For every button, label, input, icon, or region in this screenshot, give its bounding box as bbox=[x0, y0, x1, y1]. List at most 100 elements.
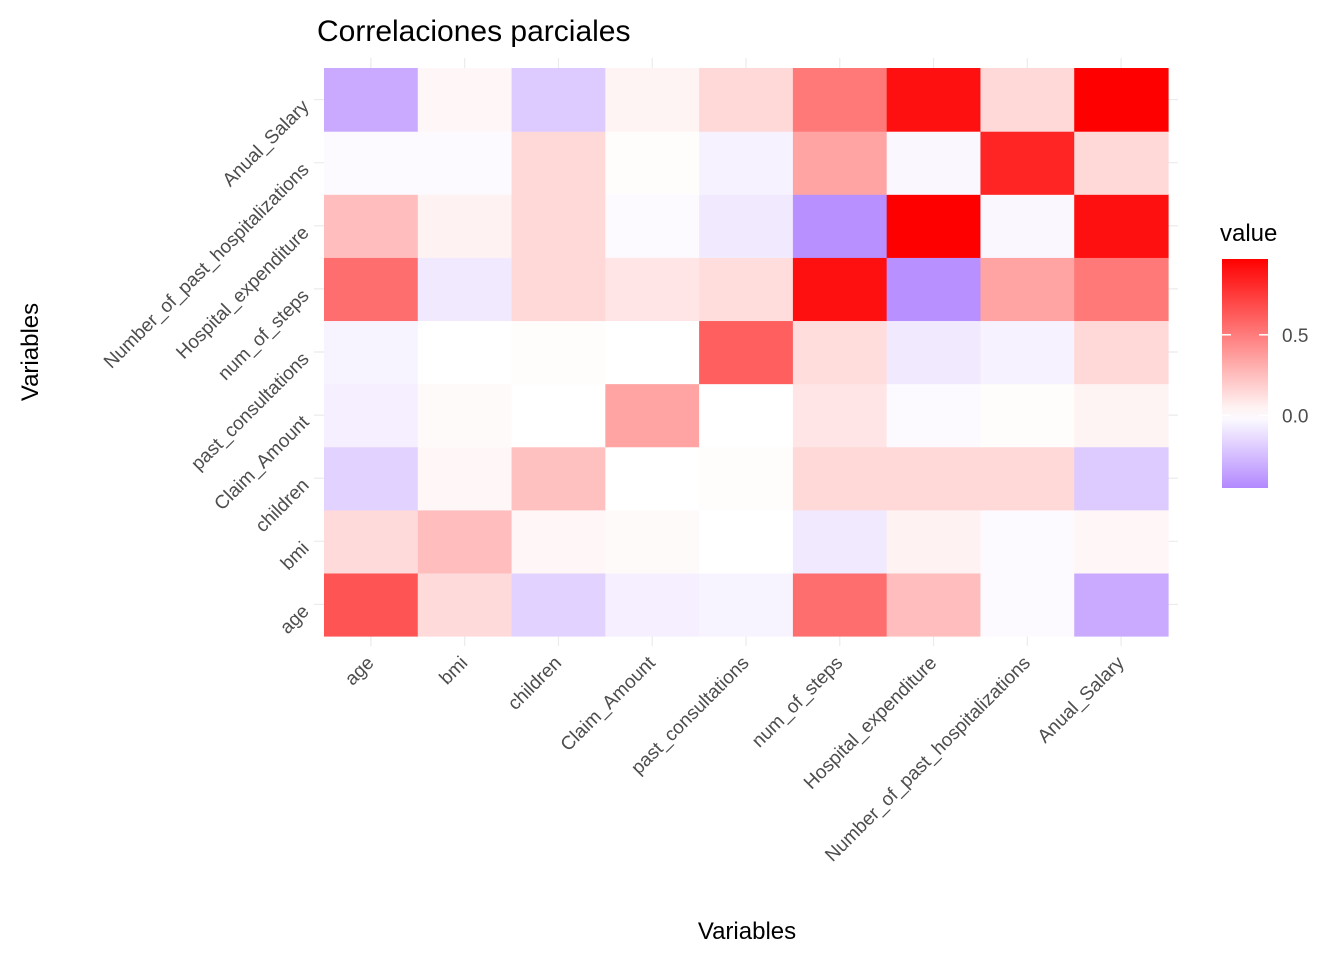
heatmap-cell bbox=[1074, 257, 1169, 322]
heatmap-cell bbox=[792, 131, 888, 195]
heatmap-cell bbox=[886, 320, 982, 385]
heatmap-cell bbox=[605, 194, 700, 258]
heatmap-cell bbox=[980, 131, 1075, 195]
heatmap-cell bbox=[886, 257, 982, 322]
heatmap-cell bbox=[792, 257, 888, 322]
y-tick-label: age bbox=[276, 601, 313, 638]
heatmap-cell bbox=[324, 257, 419, 322]
heatmap-cell bbox=[792, 320, 888, 385]
legend-tick-label: 0.0 bbox=[1282, 406, 1308, 427]
heatmap-cell bbox=[886, 68, 982, 132]
heatmap-cell bbox=[699, 194, 794, 258]
heatmap-cell bbox=[886, 131, 982, 195]
heatmap-cell bbox=[886, 446, 982, 511]
heatmap-cell bbox=[792, 446, 888, 511]
heatmap-cell bbox=[605, 320, 700, 385]
legend-colorbar bbox=[1222, 259, 1268, 488]
heatmap-cell bbox=[699, 257, 794, 322]
heatmap-cell bbox=[1074, 320, 1169, 385]
heatmap-cell bbox=[605, 509, 700, 574]
heatmap-cell bbox=[511, 68, 606, 132]
heatmap-cell bbox=[699, 131, 794, 195]
heatmap-cell bbox=[417, 68, 513, 132]
heatmap-cell bbox=[699, 68, 794, 132]
heatmap-cell bbox=[792, 194, 888, 258]
heatmap-cell bbox=[417, 257, 513, 322]
y-tick-label: past_consultations bbox=[187, 349, 313, 475]
heatmap-cell bbox=[417, 131, 513, 195]
heatmap-cell bbox=[980, 572, 1075, 637]
x-tick-label: Number_of_past_hospitalizations bbox=[821, 653, 1035, 867]
heatmap-cell bbox=[417, 572, 513, 637]
heatmap-cell bbox=[1074, 383, 1169, 448]
heatmap-cell bbox=[1074, 131, 1169, 195]
heatmap-cell bbox=[886, 194, 982, 258]
heatmap-cell bbox=[980, 194, 1075, 258]
heatmap-cell bbox=[699, 446, 794, 511]
x-axis-title: Variables bbox=[698, 918, 796, 945]
x-tick-label: children bbox=[504, 653, 566, 715]
heatmap-cell bbox=[417, 446, 513, 511]
x-tick-label: bmi bbox=[436, 653, 473, 690]
x-tick-label: Claim_Amount bbox=[557, 652, 660, 755]
heatmap-cell bbox=[605, 446, 700, 511]
heatmap-cell bbox=[886, 572, 982, 637]
heatmap-cell bbox=[511, 320, 606, 385]
heatmap-cell bbox=[980, 509, 1075, 574]
legend: value 0.5 0.0 bbox=[1220, 220, 1308, 488]
heatmap-cell bbox=[605, 131, 700, 195]
chart-title: Correlaciones parciales bbox=[317, 15, 630, 48]
heatmap-cell bbox=[699, 383, 794, 448]
heatmap-cell bbox=[699, 509, 794, 574]
heatmap-cell bbox=[699, 572, 794, 637]
heatmap-cell bbox=[980, 68, 1075, 132]
heatmap-cell bbox=[605, 68, 700, 132]
heatmap-cell bbox=[1074, 194, 1169, 258]
legend-tick-label: 0.5 bbox=[1282, 326, 1308, 347]
heatmap-cell bbox=[605, 257, 700, 322]
heatmap-cell bbox=[417, 320, 513, 385]
x-tick-label: num_of_steps bbox=[748, 653, 847, 752]
heatmap-cell bbox=[1074, 446, 1169, 511]
x-tick-label: age bbox=[341, 653, 378, 690]
heatmap-cell bbox=[324, 68, 419, 132]
heatmap-cell bbox=[511, 383, 606, 448]
heatmap-cell bbox=[324, 446, 419, 511]
heatmap-cell bbox=[511, 446, 606, 511]
heatmap-cell bbox=[980, 383, 1075, 448]
heatmap-cell bbox=[1074, 572, 1169, 637]
heatmap-cells bbox=[324, 68, 1169, 637]
y-tick-label: bmi bbox=[277, 538, 314, 575]
y-tick-labels: agebmichildrenClaim_Amountpast_consultat… bbox=[100, 96, 314, 638]
heatmap-cell bbox=[980, 320, 1075, 385]
y-axis-title: Variables bbox=[17, 303, 44, 401]
legend-title: value bbox=[1220, 220, 1277, 247]
heatmap-cell bbox=[1074, 68, 1169, 132]
heatmap-cell bbox=[511, 257, 606, 322]
heatmap-cell bbox=[605, 383, 700, 448]
heatmap-cell bbox=[324, 509, 419, 574]
heatmap-cell bbox=[324, 383, 419, 448]
x-tick-label: Anual_Salary bbox=[1034, 652, 1129, 747]
heatmap-cell bbox=[511, 572, 606, 637]
heatmap-cell bbox=[792, 68, 888, 132]
heatmap-cell bbox=[511, 131, 606, 195]
heatmap-cell bbox=[417, 509, 513, 574]
heatmap-cell bbox=[886, 383, 982, 448]
heatmap-cell bbox=[324, 131, 419, 195]
heatmap-cell bbox=[417, 194, 513, 258]
heatmap-cell bbox=[324, 320, 419, 385]
heatmap-cell bbox=[511, 509, 606, 574]
heatmap-cell bbox=[792, 509, 888, 574]
heatmap-cell bbox=[605, 572, 700, 637]
heatmap-cell bbox=[511, 194, 606, 258]
x-tick-labels: age bmi childrenClaim_Amountpast_consultat… bbox=[341, 652, 1129, 866]
heatmap-cell bbox=[792, 383, 888, 448]
heatmap-cell bbox=[1074, 509, 1169, 574]
heatmap-cell bbox=[980, 446, 1075, 511]
legend-ticks: 0.5 0.0 bbox=[1222, 326, 1308, 427]
heatmap-cell bbox=[980, 257, 1075, 322]
heatmap-cell bbox=[324, 572, 419, 637]
heatmap-cell bbox=[324, 194, 419, 258]
